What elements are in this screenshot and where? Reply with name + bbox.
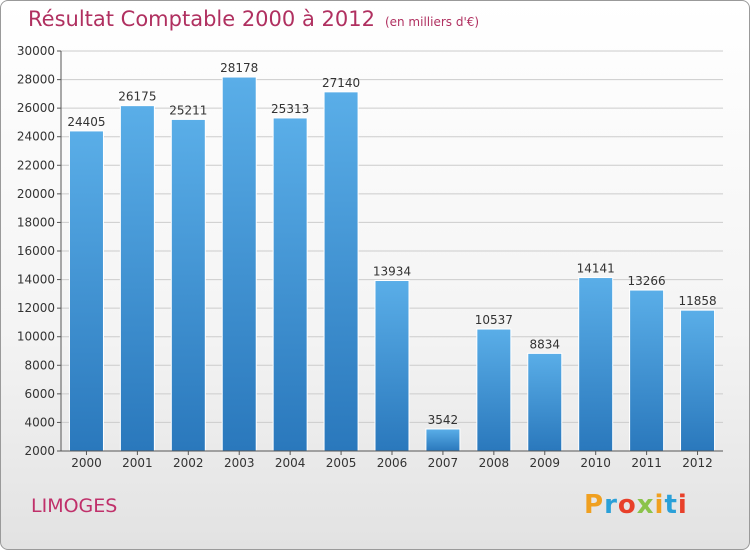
x-tick-label: 2005: [326, 456, 357, 470]
x-axis: 2000 2001 2002 2003 2004 2005 2006 2007 2008 2009…: [61, 450, 723, 470]
data-label: 11858: [678, 294, 716, 308]
chart-title-text: Résultat Comptable 2000 à 2012: [28, 7, 375, 31]
y-tick-label: 16000: [17, 244, 55, 258]
proxiti-logo[interactable]: Proxiti: [584, 490, 688, 520]
x-tick-label: 2007: [428, 456, 459, 470]
bar[interactable]: [374, 280, 410, 452]
logo-letter: t: [664, 490, 678, 520]
x-tick-label: 2009: [529, 456, 560, 470]
x-tick-label: 2001: [122, 456, 153, 470]
x-tick-label: 2010: [580, 456, 611, 470]
y-tick-label: 6000: [24, 387, 55, 401]
x-tick-label: 2002: [173, 456, 204, 470]
x-tick-label: 2006: [377, 456, 408, 470]
data-label: 25211: [169, 103, 207, 117]
bar[interactable]: [425, 428, 461, 452]
logo-letter: i: [677, 490, 688, 520]
y-tick-label: 30000: [17, 44, 55, 58]
x-tick-label: 2012: [682, 456, 713, 470]
y-tick-label: 20000: [17, 187, 55, 201]
data-label: 26175: [118, 90, 156, 104]
bar[interactable]: [68, 130, 104, 452]
y-tick-label: 26000: [17, 101, 55, 115]
data-label: 3542: [428, 413, 459, 427]
x-tick-label: 2003: [224, 456, 255, 470]
bar[interactable]: [629, 289, 665, 452]
x-tick-label: 2004: [275, 456, 306, 470]
data-label: 13934: [373, 265, 411, 279]
logo-letter: i: [654, 490, 665, 520]
y-tick-label: 22000: [17, 158, 55, 172]
bar[interactable]: [272, 117, 308, 452]
city-label: LIMOGES: [31, 495, 118, 517]
chart-subtitle: (en milliers d'€): [384, 15, 480, 29]
bar[interactable]: [119, 105, 155, 452]
y-axis: 2000 4000 6000 8000 10000 12000 14000 16000 1800…: [17, 44, 62, 458]
bar[interactable]: [476, 328, 512, 452]
data-label: 8834: [529, 337, 560, 351]
bar[interactable]: [680, 309, 716, 452]
bar[interactable]: [221, 76, 257, 452]
data-label: 25313: [271, 102, 309, 116]
y-tick-label: 8000: [24, 358, 55, 372]
x-tick-label: 2000: [71, 456, 102, 470]
y-tick-label: 12000: [17, 301, 55, 315]
data-label: 28178: [220, 61, 258, 75]
bar[interactable]: [323, 91, 359, 452]
data-label: 24405: [67, 115, 105, 129]
y-tick-label: 14000: [17, 273, 55, 287]
bar[interactable]: [170, 118, 206, 452]
logo-letter: r: [604, 490, 618, 520]
bars: 24405 26175 25211 28178 25313 27140 13934 3542 1…: [67, 61, 717, 452]
data-label: 10537: [475, 313, 513, 327]
bar[interactable]: [578, 277, 614, 452]
data-label: 27140: [322, 76, 360, 90]
y-tick-label: 10000: [17, 330, 55, 344]
logo-letter: P: [584, 490, 605, 520]
y-tick-label: 18000: [17, 215, 55, 229]
logo-letter: x: [636, 490, 655, 520]
x-tick-label: 2011: [631, 456, 662, 470]
y-tick-label: 28000: [17, 73, 55, 87]
bar[interactable]: [527, 352, 563, 452]
x-tick-label: 2008: [479, 456, 510, 470]
y-tick-label: 2000: [24, 444, 55, 458]
data-label: 13266: [628, 274, 666, 288]
y-tick-label: 4000: [24, 415, 55, 429]
data-label: 14141: [577, 262, 615, 276]
logo-letter: o: [617, 490, 637, 520]
y-tick-label: 24000: [17, 130, 55, 144]
chart-title: Résultat Comptable 2000 à 2012 (en millie…: [28, 7, 479, 31]
